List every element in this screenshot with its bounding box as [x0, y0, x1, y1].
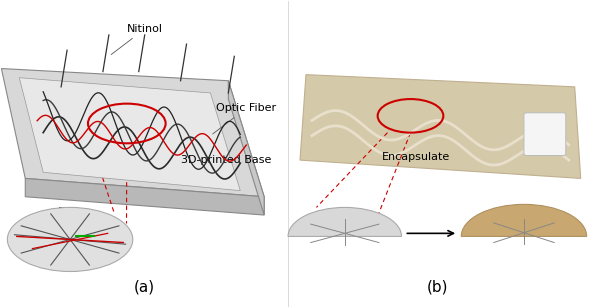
Text: Nitinol: Nitinol	[111, 24, 163, 55]
Circle shape	[7, 207, 133, 272]
Wedge shape	[288, 207, 401, 237]
FancyBboxPatch shape	[524, 113, 566, 156]
Text: 3D-printed Base: 3D-printed Base	[181, 155, 271, 165]
Polygon shape	[19, 78, 240, 191]
Wedge shape	[461, 205, 587, 237]
Text: (b): (b)	[427, 279, 448, 294]
Text: Encapsulate: Encapsulate	[382, 152, 451, 162]
Polygon shape	[25, 178, 264, 215]
Text: (a): (a)	[134, 279, 155, 294]
Text: FBGs: FBGs	[58, 207, 86, 217]
Polygon shape	[1, 69, 264, 197]
Text: Optic Fiber: Optic Fiber	[212, 103, 277, 134]
Polygon shape	[229, 81, 264, 215]
Polygon shape	[300, 75, 581, 178]
